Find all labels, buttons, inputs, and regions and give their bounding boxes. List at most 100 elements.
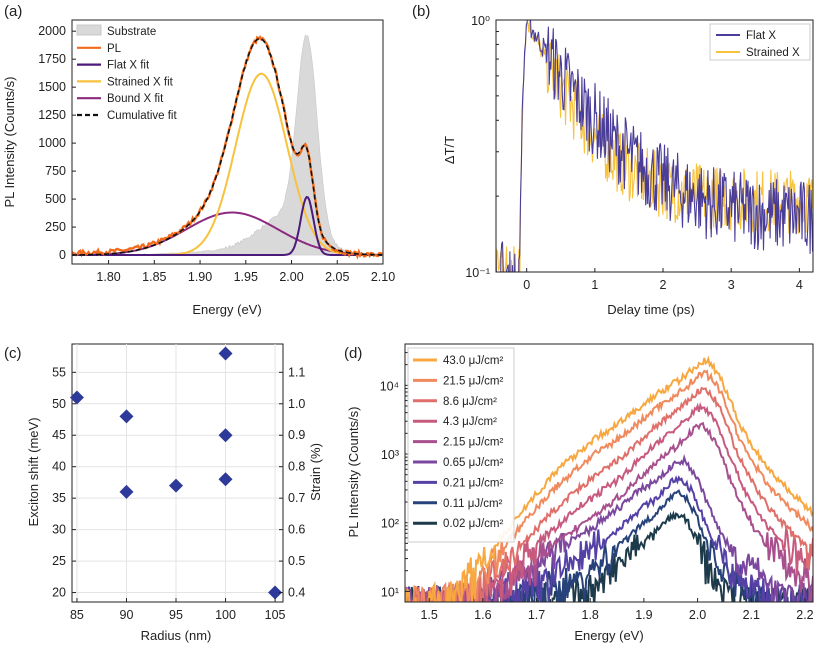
scatter-point xyxy=(169,478,184,493)
panel-d-xlabel: Energy (eV) xyxy=(574,628,643,643)
panel-c-ytick-label: 40 xyxy=(52,460,66,474)
legend-label: 0.21 μJ/cm² xyxy=(443,477,503,489)
legend-label: Bound X fit xyxy=(107,93,164,105)
panel-c-xtick-label: 95 xyxy=(169,608,183,622)
panel-c-ytick-right-label: 0.7 xyxy=(288,491,305,505)
flat-x-fit-line xyxy=(72,195,383,256)
legend-label: 21.5 μJ/cm² xyxy=(443,375,503,387)
panel-b-xtick-label: 2 xyxy=(660,278,667,292)
panel-d-ytick-label: 10² xyxy=(381,517,399,531)
legend-label: 2.15 μJ/cm² xyxy=(443,437,503,449)
panel-b-ytick-label: 10⁰ xyxy=(471,14,490,28)
panel-d-xtick-label: 1.7 xyxy=(528,608,545,622)
panel-d-xtick-label: 2.2 xyxy=(796,608,813,622)
panel-c-ytick-label: 20 xyxy=(52,586,66,600)
legend-label: 0.11 μJ/cm² xyxy=(443,498,503,510)
panel-b-xlabel: Delay time (ps) xyxy=(607,302,694,317)
panel-b-xtick-label: 1 xyxy=(591,278,598,292)
panel-a-ytick-label: 1750 xyxy=(38,52,66,66)
panel-a-ytick-label: 1500 xyxy=(38,80,66,94)
panel-d-ytick-label: 10¹ xyxy=(381,585,399,599)
series-line xyxy=(409,489,813,602)
panel-a-ylabel: PL Intensity (Counts/s) xyxy=(2,76,17,207)
legend-box xyxy=(709,23,811,61)
panel-b: 0 1 2 3 4 10⁻¹ 10⁰ Delay time (ps) ΔT/T Flat X… xyxy=(442,14,814,317)
panel-c-ytick-label: 45 xyxy=(52,428,66,442)
panel-c-ytick-right-label: 1.1 xyxy=(288,365,305,379)
panel-a: 1.80 1.85 1.90 1.95 2.00 2.05 2.10 0 250 500 750 10… xyxy=(2,19,395,317)
panel-c-ytick-right-label: 0.4 xyxy=(288,586,305,600)
panel-d-legend: 43.0 μJ/cm² 21.5 μJ/cm² 8.6 μJ/cm² 4.3 μJ/c… xyxy=(407,347,515,543)
panel-c-ylabel-right: Strain (%) xyxy=(308,443,323,501)
series-line-flat-x xyxy=(496,20,813,272)
scatter-point xyxy=(119,484,134,499)
legend-label: Substrate xyxy=(107,26,156,38)
panel-c-ylabel: Exciton shift (meV) xyxy=(26,417,41,526)
panel-d-xtick-label: 1.5 xyxy=(420,608,437,622)
panel-b-xtick-label: 3 xyxy=(728,278,735,292)
panel-a-xlabel: Energy (eV) xyxy=(192,302,261,317)
legend-label: 0.02 μJ/cm² xyxy=(443,518,503,530)
scatter-point xyxy=(119,409,134,424)
panel-c-ytick-label: 35 xyxy=(52,491,66,505)
legend-label: 8.6 μJ/cm² xyxy=(443,396,497,408)
panel-c-ytick-label: 55 xyxy=(52,365,66,379)
panel-c-ytick-right-label: 1.0 xyxy=(288,397,305,411)
panel-c-frame xyxy=(71,343,284,603)
panel-c-xtick-label: 105 xyxy=(265,608,286,622)
legend-label: Flat X xyxy=(746,30,776,42)
panel-d-xtick-label: 1.6 xyxy=(474,608,491,622)
panel-d-xtick-label: 1.8 xyxy=(582,608,599,622)
panel-d-xtick-label: 2.0 xyxy=(689,608,706,622)
panel-d-ytick-label: 10³ xyxy=(381,448,399,462)
cumulative-fit-line xyxy=(72,37,383,256)
panel-a-ytick-label: 500 xyxy=(45,192,66,206)
panel-b-legend: Flat X Strained X xyxy=(709,23,811,61)
panel-a-xtick-label: 2.00 xyxy=(279,270,303,284)
panel-a-xtick-label: 1.80 xyxy=(96,270,120,284)
panel-c-ytick-label: 50 xyxy=(52,397,66,411)
panel-a-xtick-label: 1.90 xyxy=(188,270,212,284)
panel-a-frame xyxy=(71,19,384,265)
panel-b-ylabel: ΔT/T xyxy=(442,136,457,164)
panel-c-ytick-right-label: 0.8 xyxy=(288,460,305,474)
series-line-strained-x xyxy=(496,20,813,272)
panel-c-label: (c) xyxy=(4,345,22,362)
panel-c-ytick-right-label: 0.5 xyxy=(288,554,305,568)
panel-d-label: (d) xyxy=(344,345,362,362)
legend-label: PL xyxy=(107,43,122,55)
series-line xyxy=(405,453,813,602)
panel-d-ytick-label: 10⁴ xyxy=(380,379,399,393)
panel-d-xtick-label: 2.1 xyxy=(743,608,760,622)
legend-label: Cumulative fit xyxy=(107,110,177,122)
panel-d-xtick-label: 1.9 xyxy=(635,608,652,622)
scatter-point xyxy=(218,472,233,487)
legend-label: Strained X xyxy=(746,47,800,59)
scatter-point xyxy=(69,390,84,405)
panel-d: 1.5 1.6 1.7 1.8 1.9 2.0 2.1 2.2 10¹ 10² 10³ 10⁴ Ene… xyxy=(346,343,814,643)
panel-a-ytick-label: 2000 xyxy=(38,24,66,38)
panel-c-xtick-label: 100 xyxy=(215,608,236,622)
legend-label: Flat X fit xyxy=(107,60,150,72)
panel-a-xtick-label: 2.10 xyxy=(371,270,395,284)
panel-d-frame xyxy=(404,343,814,603)
legend-label: Strained X fit xyxy=(107,76,174,88)
panel-c-ytick-right-label: 0.6 xyxy=(288,523,305,537)
panel-c-xtick-label: 85 xyxy=(70,608,84,622)
panel-c-ytick-label: 30 xyxy=(52,523,66,537)
panel-a-ytick-label: 1250 xyxy=(38,108,66,122)
panel-a-xtick-label: 1.85 xyxy=(142,270,166,284)
legend-label: 0.65 μJ/cm² xyxy=(443,457,503,469)
panel-c-xlabel: Radius (nm) xyxy=(141,628,212,643)
panel-c-ytick-right-label: 0.9 xyxy=(288,428,305,442)
legend-label: 43.0 μJ/cm² xyxy=(443,355,503,367)
panel-a-ytick-label: 0 xyxy=(59,248,66,262)
scatter-point xyxy=(218,346,233,361)
legend-swatch-substrate xyxy=(76,24,102,36)
series-line xyxy=(405,355,813,602)
panel-b-ytick-label: 10⁻¹ xyxy=(465,266,490,280)
panel-c: 85 90 95 100 105 20 25 30 35 40 45 50 55 0.4 0.5 0.6 0.7… xyxy=(26,343,323,643)
panel-b-label: (b) xyxy=(412,3,430,20)
panel-c-xtick-label: 90 xyxy=(120,608,134,622)
